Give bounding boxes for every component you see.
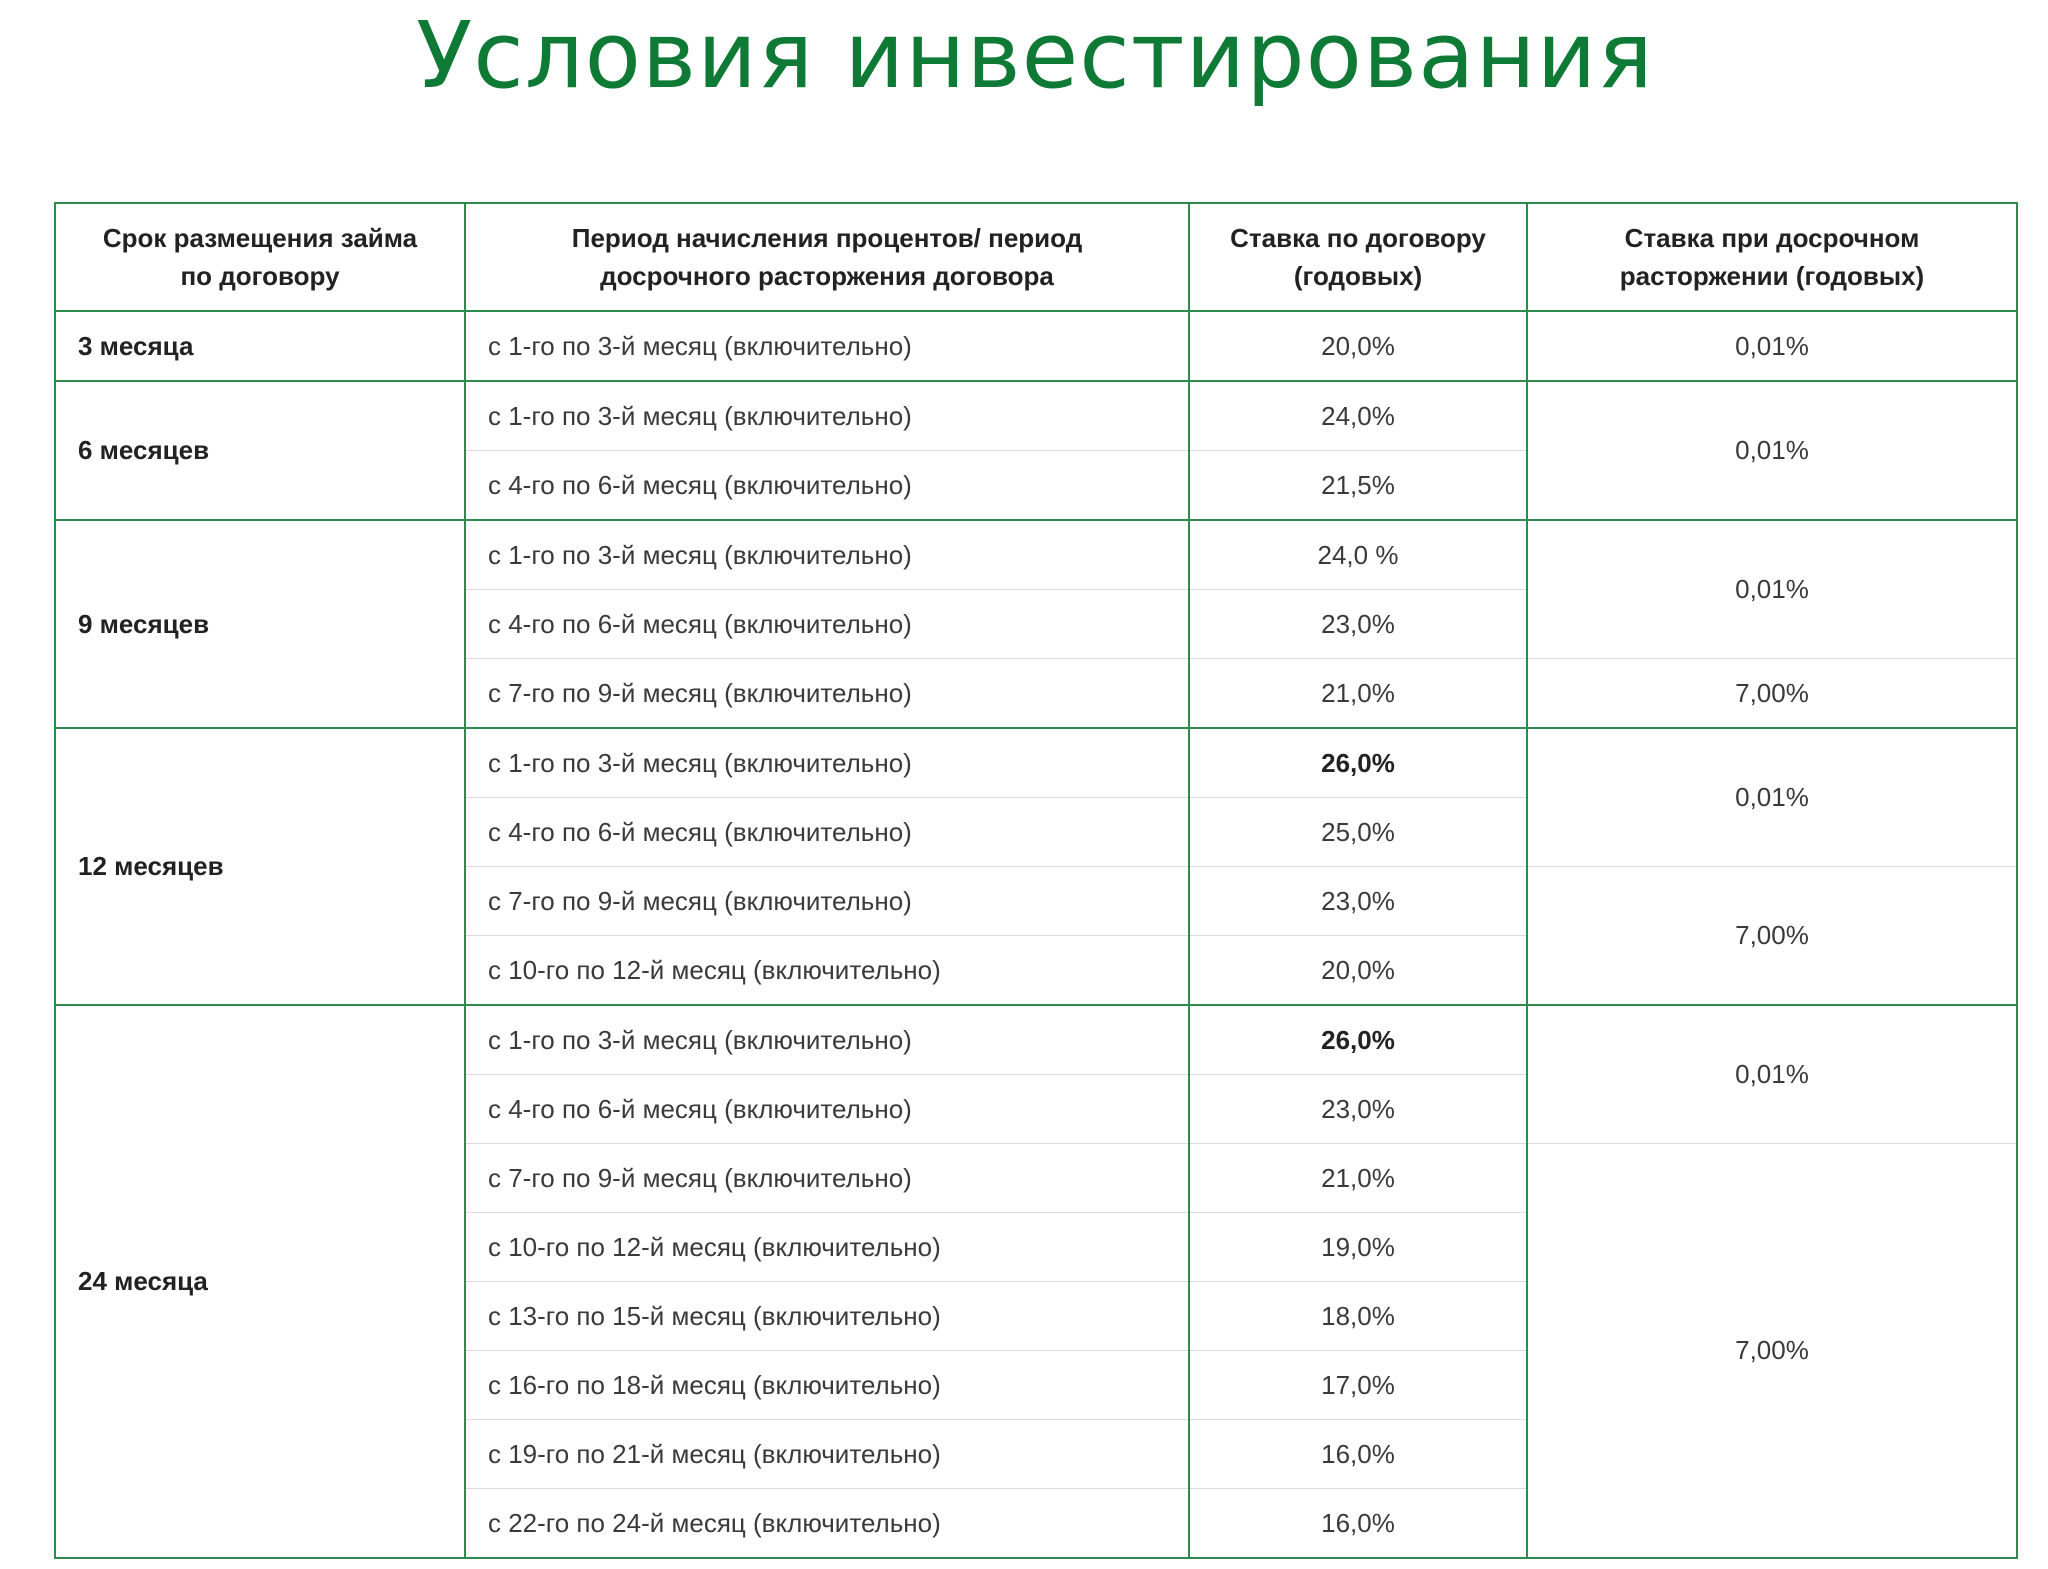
term-cell: 24 месяца <box>54 1004 466 1559</box>
period-cell: с 4-го по 6-й месяц (включительно) <box>464 450 1190 521</box>
period-cell: с 13-го по 15-й месяц (включительно) <box>464 1281 1190 1351</box>
table-row: с 19-го по 21-й месяц (включительно) 16,… <box>55 1419 2017 1489</box>
table-row: 3 месяца с 1-го по 3-й месяц (включитель… <box>54 310 2018 382</box>
period-cell: с 1-го по 3-й месяц (включительно) <box>464 1004 1190 1075</box>
table-row: 24 месяца с 1-го по 3-й месяц (включител… <box>54 1004 2018 1559</box>
investment-terms-table: Срок размещения займа по договору Период… <box>54 202 2018 1559</box>
rate-cell: 26,0% <box>1188 727 1528 798</box>
period-cell: с 1-го по 3-й месяц (включительно) <box>464 310 1190 382</box>
table-row: с 4-го по 6-й месяц (включительно) 23,0% <box>55 589 2017 659</box>
table-row: с 7-го по 9-й месяц (включительно) 21,0%… <box>55 658 2018 729</box>
table-header-row: Срок размещения займа по договору Период… <box>54 202 2018 312</box>
period-cell: с 1-го по 3-й месяц (включительно) <box>464 727 1190 798</box>
rate-cell: 20,0% <box>1188 935 1528 1006</box>
rate-cell: 24,0% <box>1188 380 1528 451</box>
table-row: с 7-го по 9-й месяц (включительно) 21,0%… <box>55 1143 2018 1559</box>
header-rate: Ставка по договору (годовых) <box>1188 202 1528 312</box>
table-row: с 16-го по 18-й месяц (включительно) 17,… <box>55 1350 2017 1420</box>
header-early-rate: Ставка при досрочном расторжении (годовы… <box>1526 202 2018 312</box>
page-title: Условия инвестирования <box>416 2 1654 109</box>
term-cell: 3 месяца <box>54 310 466 382</box>
period-cell: с 4-го по 6-й месяц (включительно) <box>464 797 1190 867</box>
rate-cell: 23,0% <box>1188 866 1528 936</box>
period-cell: с 10-го по 12-й месяц (включительно) <box>464 935 1190 1006</box>
early-rate-cell: 7,00% <box>1526 866 2018 1006</box>
early-rate-cell: 0,01% <box>1526 1004 2018 1144</box>
header-period: Период начисления процентов/ период доср… <box>464 202 1190 312</box>
table-row: 12 месяцев с 1-го по 3-й месяц (включите… <box>54 727 2018 1006</box>
table-row: с 10-го по 12-й месяц (включительно) 20,… <box>55 935 2017 1006</box>
period-cell: с 7-го по 9-й месяц (включительно) <box>464 658 1190 729</box>
rate-cell: 21,5% <box>1188 450 1528 521</box>
header-term: Срок размещения займа по договору <box>54 202 466 312</box>
table-row: с 4-го по 6-й месяц (включительно) 21,5% <box>55 450 2017 521</box>
rate-cell: 16,0% <box>1188 1419 1528 1489</box>
rate-cell: 26,0% <box>1188 1004 1528 1075</box>
rate-cell: 18,0% <box>1188 1281 1528 1351</box>
table-row: с 22-го по 24-й месяц (включительно) 16,… <box>55 1488 2017 1559</box>
term-cell: 6 месяцев <box>54 380 466 521</box>
term-cell: 9 месяцев <box>54 519 466 729</box>
period-cell: с 4-го по 6-й месяц (включительно) <box>464 1074 1190 1144</box>
table-row: с 10-го по 12-й месяц (включительно) 19,… <box>55 1212 2017 1282</box>
period-cell: с 1-го по 3-й месяц (включительно) <box>464 380 1190 451</box>
period-cell: с 10-го по 12-й месяц (включительно) <box>464 1212 1190 1282</box>
term-cell: 12 месяцев <box>54 727 466 1006</box>
early-rate-cell: 7,00% <box>1526 1143 2018 1559</box>
rate-cell: 23,0% <box>1188 589 1528 659</box>
early-rate-cell: 0,01% <box>1526 519 2018 659</box>
table-row: с 13-го по 15-й месяц (включительно) 18,… <box>55 1281 2017 1351</box>
rate-cell: 25,0% <box>1188 797 1528 867</box>
period-cell: с 19-го по 21-й месяц (включительно) <box>464 1419 1190 1489</box>
early-rate-cell: 7,00% <box>1526 658 2018 729</box>
rate-cell: 19,0% <box>1188 1212 1528 1282</box>
period-cell: с 1-го по 3-й месяц (включительно) <box>464 519 1190 590</box>
rate-cell: 21,0% <box>1188 1143 1528 1213</box>
early-rate-cell: 0,01% <box>1526 380 2018 521</box>
period-cell: с 7-го по 9-й месяц (включительно) <box>464 866 1190 936</box>
rate-cell: 23,0% <box>1188 1074 1528 1144</box>
table-row: 6 месяцев с 1-го по 3-й месяц (включител… <box>54 380 2018 521</box>
rate-cell: 17,0% <box>1188 1350 1528 1420</box>
rate-cell: 21,0% <box>1188 658 1528 729</box>
table-row: 9 месяцев с 1-го по 3-й месяц (включител… <box>54 519 2018 729</box>
period-cell: с 7-го по 9-й месяц (включительно) <box>464 1143 1190 1213</box>
rate-cell: 16,0% <box>1188 1488 1528 1559</box>
table-row: с 7-го по 9-й месяц (включительно) 23,0%… <box>55 866 2018 1006</box>
table-row: с 4-го по 6-й месяц (включительно) 25,0% <box>55 797 2017 867</box>
rate-cell: 24,0 % <box>1188 519 1528 590</box>
table-row: с 4-го по 6-й месяц (включительно) 23,0% <box>55 1074 2017 1144</box>
period-cell: с 4-го по 6-й месяц (включительно) <box>464 589 1190 659</box>
period-cell: с 16-го по 18-й месяц (включительно) <box>464 1350 1190 1420</box>
early-rate-cell: 0,01% <box>1526 727 2018 867</box>
early-rate-cell: 0,01% <box>1526 310 2018 382</box>
period-cell: с 22-го по 24-й месяц (включительно) <box>464 1488 1190 1559</box>
rate-cell: 20,0% <box>1188 310 1528 382</box>
